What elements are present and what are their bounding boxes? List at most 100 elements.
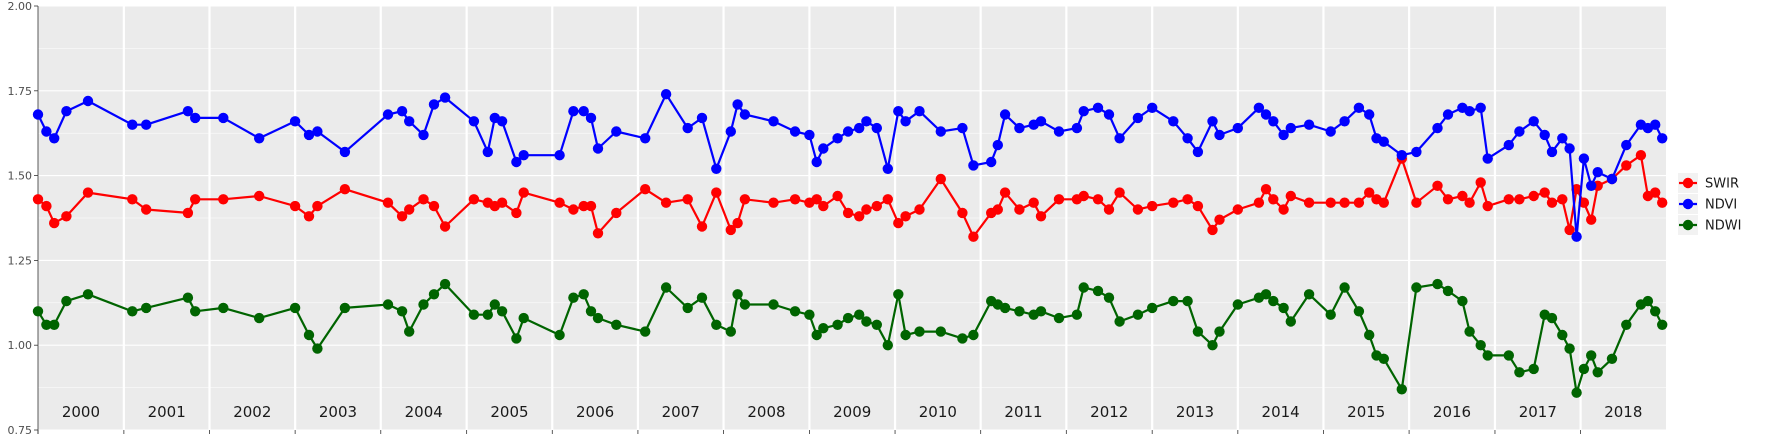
data-point bbox=[1192, 326, 1204, 337]
data-point bbox=[468, 309, 480, 320]
data-point bbox=[1278, 204, 1289, 215]
data-point bbox=[1092, 194, 1104, 205]
data-point bbox=[1014, 204, 1025, 215]
data-point bbox=[1035, 211, 1047, 222]
data-point bbox=[1168, 295, 1179, 307]
data-point bbox=[999, 109, 1011, 120]
data-point bbox=[254, 190, 265, 202]
year-label: 2014 bbox=[1262, 403, 1300, 421]
data-point bbox=[1182, 133, 1193, 144]
data-point bbox=[1457, 190, 1468, 202]
data-point bbox=[935, 126, 946, 137]
data-point bbox=[1642, 295, 1654, 307]
data-point bbox=[696, 292, 708, 303]
data-point bbox=[439, 221, 451, 232]
data-point bbox=[957, 333, 968, 344]
data-point bbox=[818, 323, 829, 334]
year-label: 2005 bbox=[490, 403, 528, 421]
data-point bbox=[585, 112, 597, 124]
data-point bbox=[1207, 224, 1218, 236]
data-point bbox=[382, 299, 394, 310]
year-label: 2004 bbox=[405, 403, 443, 421]
data-point bbox=[482, 309, 493, 320]
data-point bbox=[992, 204, 1003, 215]
data-point bbox=[1285, 122, 1297, 134]
data-point bbox=[585, 306, 597, 317]
data-point bbox=[1014, 122, 1025, 134]
data-point bbox=[312, 126, 323, 137]
data-point bbox=[1147, 102, 1158, 114]
data-point bbox=[49, 217, 60, 229]
grid-lines bbox=[38, 5, 1666, 431]
data-point bbox=[1339, 197, 1350, 208]
legend-label: SWIR bbox=[1705, 177, 1739, 192]
data-point bbox=[1592, 167, 1603, 178]
data-point bbox=[935, 173, 946, 185]
data-point bbox=[1514, 194, 1525, 205]
data-point bbox=[1411, 197, 1422, 208]
data-point bbox=[789, 126, 801, 137]
data-point bbox=[871, 200, 882, 212]
data-point bbox=[968, 160, 979, 171]
data-point bbox=[696, 112, 708, 124]
data-point bbox=[489, 299, 500, 310]
data-point bbox=[1147, 200, 1158, 212]
data-point bbox=[804, 129, 815, 141]
data-point bbox=[496, 197, 508, 208]
data-point bbox=[1285, 316, 1297, 327]
y-tick-label: 1.25 bbox=[8, 254, 33, 267]
data-point bbox=[585, 200, 597, 212]
data-point bbox=[1207, 340, 1218, 351]
data-point bbox=[1657, 197, 1668, 208]
data-point bbox=[1571, 387, 1582, 398]
data-point bbox=[1528, 190, 1539, 202]
data-point bbox=[1325, 126, 1336, 137]
y-tick-label: 1.50 bbox=[8, 170, 33, 183]
data-point bbox=[578, 106, 589, 117]
data-point bbox=[1378, 136, 1390, 147]
data-point bbox=[732, 99, 743, 110]
data-point bbox=[404, 204, 415, 215]
data-point bbox=[832, 190, 843, 202]
data-point bbox=[1635, 150, 1647, 161]
data-point bbox=[1232, 122, 1244, 134]
data-point bbox=[789, 306, 801, 317]
data-point bbox=[611, 319, 622, 330]
data-point bbox=[1564, 224, 1575, 236]
data-point bbox=[592, 228, 604, 239]
data-point bbox=[289, 302, 301, 314]
year-label: 2002 bbox=[233, 403, 271, 421]
data-point bbox=[1378, 353, 1390, 364]
data-point bbox=[568, 292, 579, 303]
data-point bbox=[1325, 197, 1336, 208]
data-point bbox=[711, 163, 722, 174]
data-point bbox=[1260, 109, 1272, 120]
data-point bbox=[682, 302, 693, 314]
data-point bbox=[914, 106, 925, 117]
data-point bbox=[1253, 102, 1265, 114]
data-point bbox=[182, 207, 194, 219]
data-point bbox=[1192, 146, 1204, 158]
data-point bbox=[396, 211, 408, 222]
data-point bbox=[811, 194, 822, 205]
data-point bbox=[768, 197, 779, 208]
data-point bbox=[439, 92, 451, 103]
year-label: 2011 bbox=[1004, 403, 1042, 421]
data-point bbox=[1114, 316, 1125, 327]
data-point bbox=[1514, 126, 1525, 137]
data-point bbox=[871, 122, 882, 134]
data-point bbox=[1557, 194, 1568, 205]
data-point bbox=[1564, 343, 1575, 354]
data-point bbox=[1539, 129, 1550, 141]
data-point bbox=[1571, 231, 1582, 242]
data-point bbox=[660, 197, 672, 208]
data-point bbox=[1528, 363, 1539, 375]
data-point bbox=[418, 299, 429, 310]
data-point bbox=[1482, 350, 1493, 361]
data-point bbox=[592, 143, 604, 154]
data-point bbox=[1364, 329, 1375, 341]
data-point bbox=[1528, 116, 1539, 127]
y-tick-label: 2.00 bbox=[8, 0, 33, 13]
data-point bbox=[1606, 353, 1618, 364]
